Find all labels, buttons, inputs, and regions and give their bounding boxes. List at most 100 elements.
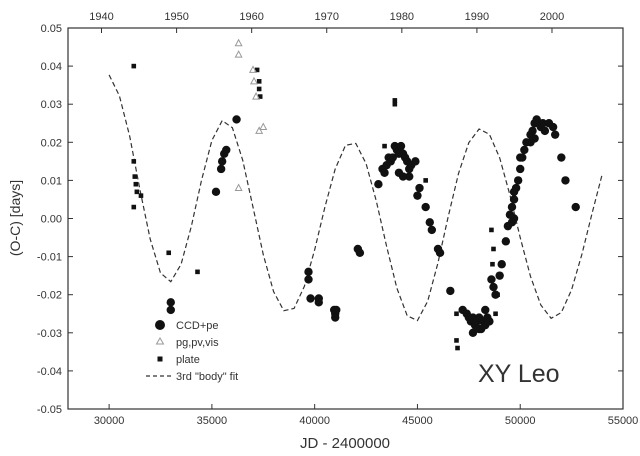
top-tick-label: 2000: [540, 11, 564, 23]
ccd-point: [413, 191, 422, 200]
plate-point: [131, 63, 137, 69]
ccd-point: [538, 119, 548, 128]
ccd-point: [314, 298, 323, 307]
pg-point: [248, 65, 258, 73]
legend-marker-pg: [155, 337, 165, 345]
ccd-point: [516, 164, 525, 174]
plot-frame: [67, 27, 624, 410]
x-axis-label: JD - 2400000: [300, 435, 390, 452]
ccd-point: [446, 286, 455, 296]
ccd-point: [468, 328, 478, 337]
top-tick-label: 1950: [164, 11, 188, 23]
y-axis-label: (O-C) [days]: [7, 180, 23, 256]
y-tick-label: 0.02: [41, 137, 62, 149]
legend-label-ccd: CCD+pe: [176, 320, 219, 332]
y-tick-label: 0.04: [41, 61, 62, 73]
ccd-point: [520, 145, 529, 155]
legend-marker-ccd: [155, 320, 165, 330]
top-tick-label: 1970: [314, 11, 338, 23]
ccd-point: [304, 275, 313, 284]
y-tick-label: -0.02: [37, 290, 62, 302]
y-tick-label: 0.03: [41, 99, 62, 111]
y-tick-label: -0.01: [37, 252, 62, 264]
pg-point: [255, 126, 264, 134]
ccd-point: [526, 138, 535, 147]
x-tick-label: 35000: [197, 415, 228, 427]
ccd-point: [485, 317, 494, 326]
ccd-point: [304, 267, 313, 277]
y-tick-label: -0.05: [37, 404, 62, 416]
x-tick-label: 50000: [505, 415, 536, 427]
legend-marker-plate: [157, 356, 163, 362]
plate-point: [256, 79, 262, 84]
ccd-point: [425, 218, 434, 227]
pg-point: [234, 50, 243, 58]
legend-label-pg: pg,pv,vis: [176, 337, 219, 349]
ccd-point: [528, 126, 537, 136]
plate-point: [491, 246, 496, 252]
ccd-point: [374, 180, 383, 189]
ccd-point: [497, 260, 506, 269]
ccd-point: [540, 126, 550, 136]
top-tick-label: 1990: [465, 11, 489, 23]
ccd-point: [396, 141, 406, 151]
ccd-point: [495, 271, 504, 280]
plate-point: [134, 189, 140, 195]
data-points-layer: [131, 38, 580, 351]
ccd-point: [216, 164, 226, 174]
ccd-point: [421, 202, 430, 212]
plate-point: [454, 311, 459, 317]
pg-point: [234, 38, 243, 47]
ccd-point: [557, 153, 566, 162]
plate-point: [490, 261, 495, 267]
plate-point: [131, 204, 137, 210]
ccd-point: [331, 313, 340, 322]
ccd-point: [509, 195, 519, 204]
ccd-point: [217, 157, 227, 166]
plate-point: [254, 67, 260, 73]
y-tick-label: 0.05: [41, 23, 62, 35]
top-tick-label: 1940: [89, 11, 113, 23]
plate-point: [382, 143, 387, 149]
ccd-point: [306, 294, 315, 303]
x-tick-label: 40000: [299, 415, 330, 427]
ccd-point: [507, 218, 517, 227]
ccd-point: [513, 176, 523, 185]
x-tick-label: 55000: [608, 415, 639, 427]
plate-point: [493, 311, 498, 317]
y-axis: -0.05 -0.04 -0.03 -0.02 -0.01 0.00 0.01 0.02 0.0…: [37, 23, 623, 416]
ccd-point: [491, 290, 500, 299]
plate-point: [392, 101, 398, 107]
legend-label-plate: plate: [176, 354, 200, 366]
y-tick-label: 0.01: [41, 175, 62, 187]
fit-curve-layer: [108, 74, 603, 322]
ccd-point: [411, 157, 420, 166]
ccd-point: [166, 298, 175, 307]
y-tick-label: 0.00: [41, 214, 62, 226]
pg-point: [249, 76, 259, 85]
ccd-point: [501, 237, 511, 246]
plate-point: [166, 250, 172, 256]
plate-point: [131, 159, 137, 164]
ccd-point: [166, 305, 175, 315]
plate-point: [256, 86, 262, 92]
pg-point: [252, 92, 261, 100]
y-tick-label: -0.04: [37, 366, 62, 378]
ccd-point: [516, 153, 525, 162]
ccd-point: [474, 324, 484, 334]
ccd-point: [571, 202, 580, 212]
y-tick-label: -0.03: [37, 328, 62, 340]
plate-point: [133, 181, 139, 187]
ccd-point: [561, 176, 570, 185]
x-axis: 30000 35000 40000 45000 50000 55000: [94, 404, 638, 427]
ccd-point: [405, 172, 414, 181]
star-name-annotation: XY Leo: [478, 360, 560, 388]
legend-label-fit: 3rd "body" fit: [176, 371, 238, 383]
plate-point: [455, 345, 460, 351]
ccd-point: [487, 275, 496, 284]
plate-point: [423, 178, 428, 183]
ccd-point: [507, 202, 517, 212]
ccd-point: [355, 248, 365, 257]
fit-curve: [108, 74, 603, 322]
